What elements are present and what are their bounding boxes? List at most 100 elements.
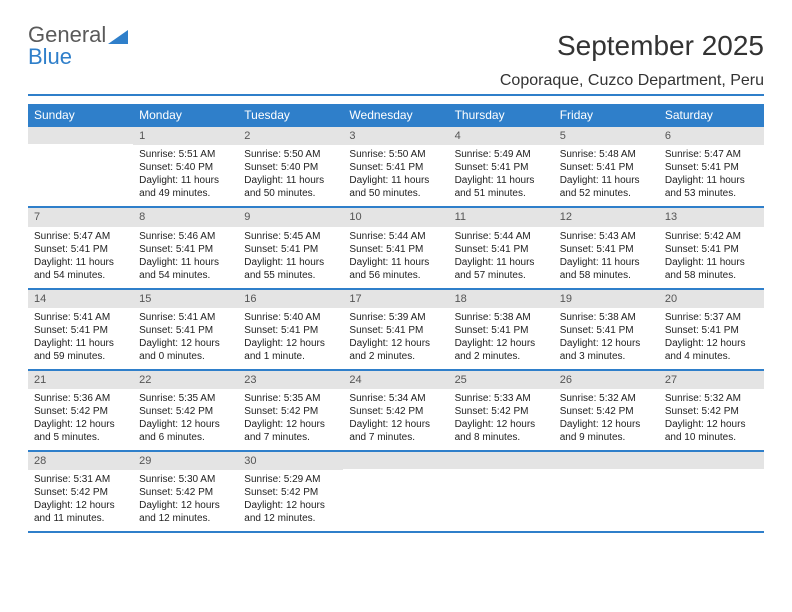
day-number: 15 — [133, 290, 238, 308]
day-number: 10 — [343, 208, 448, 226]
daylight-line: Daylight: 12 hours and 7 minutes. — [244, 418, 337, 444]
calendar-day-cell — [659, 452, 764, 531]
sunrise-line: Sunrise: 5:50 AM — [244, 148, 337, 161]
daylight-line: Daylight: 12 hours and 3 minutes. — [560, 337, 653, 363]
sunset-line: Sunset: 5:41 PM — [349, 243, 442, 256]
day-number: 20 — [659, 290, 764, 308]
calendar-day-cell: 5 Sunrise: 5:48 AMSunset: 5:41 PMDaylight… — [554, 127, 659, 206]
sunrise-line: Sunrise: 5:50 AM — [349, 148, 442, 161]
sunrise-line: Sunrise: 5:45 AM — [244, 230, 337, 243]
daylight-line: Daylight: 11 hours and 51 minutes. — [455, 174, 548, 200]
daylight-line: Daylight: 11 hours and 52 minutes. — [560, 174, 653, 200]
calendar-week-row: 7Sunrise: 5:47 AMSunset: 5:41 PMDaylight… — [28, 208, 764, 289]
sunset-line: Sunset: 5:40 PM — [139, 161, 232, 174]
day-number: 27 — [659, 371, 764, 389]
day-number: 24 — [343, 371, 448, 389]
sunrise-line: Sunrise: 5:36 AM — [34, 392, 127, 405]
daylight-line: Daylight: 11 hours and 55 minutes. — [244, 256, 337, 282]
sunrise-line: Sunrise: 5:51 AM — [139, 148, 232, 161]
daylight-line: Daylight: 12 hours and 9 minutes. — [560, 418, 653, 444]
day-number: 16 — [238, 290, 343, 308]
sunset-line: Sunset: 5:41 PM — [560, 161, 653, 174]
sunrise-line: Sunrise: 5:32 AM — [665, 392, 758, 405]
day-number: 30 — [238, 452, 343, 470]
sunrise-line: Sunrise: 5:49 AM — [455, 148, 548, 161]
day-number-empty — [449, 452, 554, 469]
day-number-empty — [343, 452, 448, 469]
calendar-day-cell: 27Sunrise: 5:32 AMSunset: 5:42 PMDayligh… — [659, 371, 764, 450]
daylight-line: Daylight: 12 hours and 2 minutes. — [349, 337, 442, 363]
sunrise-line: Sunrise: 5:48 AM — [560, 148, 653, 161]
sunrise-line: Sunrise: 5:31 AM — [34, 473, 127, 486]
page-title: September 2025 — [557, 30, 764, 62]
calendar-day-cell: 15Sunrise: 5:41 AMSunset: 5:41 PMDayligh… — [133, 290, 238, 369]
calendar-day-cell: 12Sunrise: 5:43 AMSunset: 5:41 PMDayligh… — [554, 208, 659, 287]
day-number-empty — [28, 127, 133, 144]
sunrise-line: Sunrise: 5:29 AM — [244, 473, 337, 486]
calendar-day-cell: 23Sunrise: 5:35 AMSunset: 5:42 PMDayligh… — [238, 371, 343, 450]
sunrise-line: Sunrise: 5:38 AM — [560, 311, 653, 324]
sunrise-line: Sunrise: 5:47 AM — [34, 230, 127, 243]
daylight-line: Daylight: 11 hours and 54 minutes. — [34, 256, 127, 282]
sunset-line: Sunset: 5:41 PM — [139, 324, 232, 337]
day-number: 18 — [449, 290, 554, 308]
day-number: 13 — [659, 208, 764, 226]
calendar-day-cell: 8Sunrise: 5:46 AMSunset: 5:41 PMDaylight… — [133, 208, 238, 287]
calendar-header-cell: Thursday — [449, 104, 554, 127]
sunrise-line: Sunrise: 5:42 AM — [665, 230, 758, 243]
calendar-day-cell: 1 Sunrise: 5:51 AMSunset: 5:40 PMDaylight… — [133, 127, 238, 206]
daylight-line: Daylight: 11 hours and 59 minutes. — [34, 337, 127, 363]
sunrise-line: Sunrise: 5:34 AM — [349, 392, 442, 405]
day-number: 17 — [343, 290, 448, 308]
calendar-day-cell: 4 Sunrise: 5:49 AMSunset: 5:41 PMDaylight… — [449, 127, 554, 206]
daylight-line: Daylight: 12 hours and 1 minute. — [244, 337, 337, 363]
logo-text-2: Blue — [28, 44, 72, 69]
daylight-line: Daylight: 12 hours and 5 minutes. — [34, 418, 127, 444]
daylight-line: Daylight: 12 hours and 4 minutes. — [665, 337, 758, 363]
daylight-line: Daylight: 12 hours and 6 minutes. — [139, 418, 232, 444]
day-number: 1 — [133, 127, 238, 145]
day-number: 26 — [554, 371, 659, 389]
sunset-line: Sunset: 5:41 PM — [244, 243, 337, 256]
sunset-line: Sunset: 5:42 PM — [560, 405, 653, 418]
sunset-line: Sunset: 5:41 PM — [34, 243, 127, 256]
sunset-line: Sunset: 5:41 PM — [665, 243, 758, 256]
day-number-empty — [659, 452, 764, 469]
day-number: 5 — [554, 127, 659, 145]
calendar-day-cell: 22Sunrise: 5:35 AMSunset: 5:42 PMDayligh… — [133, 371, 238, 450]
calendar-day-cell: 16Sunrise: 5:40 AMSunset: 5:41 PMDayligh… — [238, 290, 343, 369]
calendar-day-cell: 6Sunrise: 5:47 AMSunset: 5:41 PMDaylight… — [659, 127, 764, 206]
sunset-line: Sunset: 5:42 PM — [139, 486, 232, 499]
calendar-day-cell: 7Sunrise: 5:47 AMSunset: 5:41 PMDaylight… — [28, 208, 133, 287]
day-number: 6 — [659, 127, 764, 145]
calendar-day-cell: 26Sunrise: 5:32 AMSunset: 5:42 PMDayligh… — [554, 371, 659, 450]
calendar-day-cell: 3Sunrise: 5:50 AMSunset: 5:41 PMDaylight… — [343, 127, 448, 206]
day-number: 28 — [28, 452, 133, 470]
daylight-line: Daylight: 11 hours and 53 minutes. — [665, 174, 758, 200]
daylight-line: Daylight: 11 hours and 56 minutes. — [349, 256, 442, 282]
sunset-line: Sunset: 5:41 PM — [349, 161, 442, 174]
sunrise-line: Sunrise: 5:46 AM — [139, 230, 232, 243]
calendar-day-cell — [343, 452, 448, 531]
calendar-day-cell: 20Sunrise: 5:37 AMSunset: 5:41 PMDayligh… — [659, 290, 764, 369]
calendar-day-cell: 30Sunrise: 5:29 AMSunset: 5:42 PMDayligh… — [238, 452, 343, 531]
sunset-line: Sunset: 5:41 PM — [560, 243, 653, 256]
daylight-line: Daylight: 12 hours and 10 minutes. — [665, 418, 758, 444]
sunset-line: Sunset: 5:40 PM — [244, 161, 337, 174]
day-number: 8 — [133, 208, 238, 226]
sunset-line: Sunset: 5:42 PM — [455, 405, 548, 418]
daylight-line: Daylight: 12 hours and 8 minutes. — [455, 418, 548, 444]
daylight-line: Daylight: 11 hours and 49 minutes. — [139, 174, 232, 200]
daylight-line: Daylight: 12 hours and 2 minutes. — [455, 337, 548, 363]
daylight-line: Daylight: 11 hours and 54 minutes. — [139, 256, 232, 282]
day-number: 4 — [449, 127, 554, 145]
day-number: 11 — [449, 208, 554, 226]
sunset-line: Sunset: 5:41 PM — [665, 324, 758, 337]
calendar-header-cell: Saturday — [659, 104, 764, 127]
day-number-empty — [554, 452, 659, 469]
calendar-header-cell: Wednesday — [343, 104, 448, 127]
daylight-line: Daylight: 11 hours and 50 minutes. — [244, 174, 337, 200]
day-number: 2 — [238, 127, 343, 145]
daylight-line: Daylight: 11 hours and 58 minutes. — [560, 256, 653, 282]
sunset-line: Sunset: 5:41 PM — [455, 161, 548, 174]
